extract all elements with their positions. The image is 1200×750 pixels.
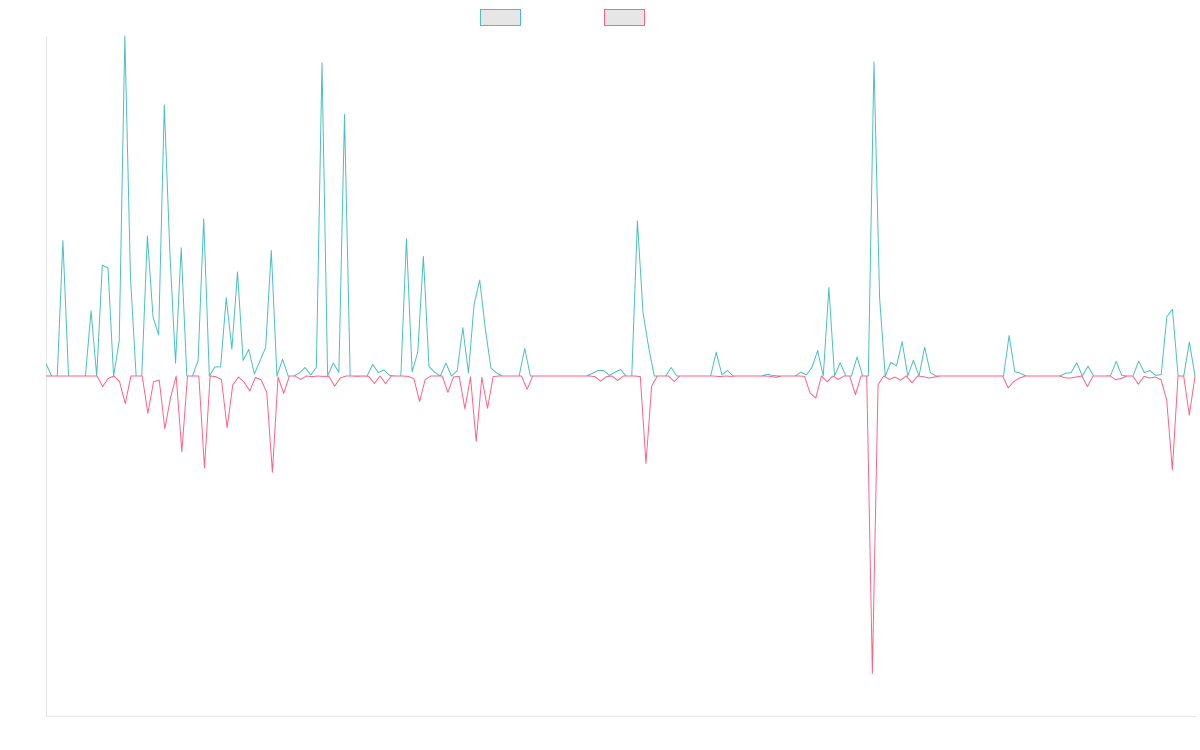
series-line-2 [46, 375, 1196, 674]
series-layer [45, 35, 1196, 674]
series-line-1 [45, 35, 1196, 377]
legend [480, 9, 645, 26]
legend-swatch-2[interactable] [604, 9, 645, 26]
legend-swatch-1[interactable] [480, 9, 521, 26]
